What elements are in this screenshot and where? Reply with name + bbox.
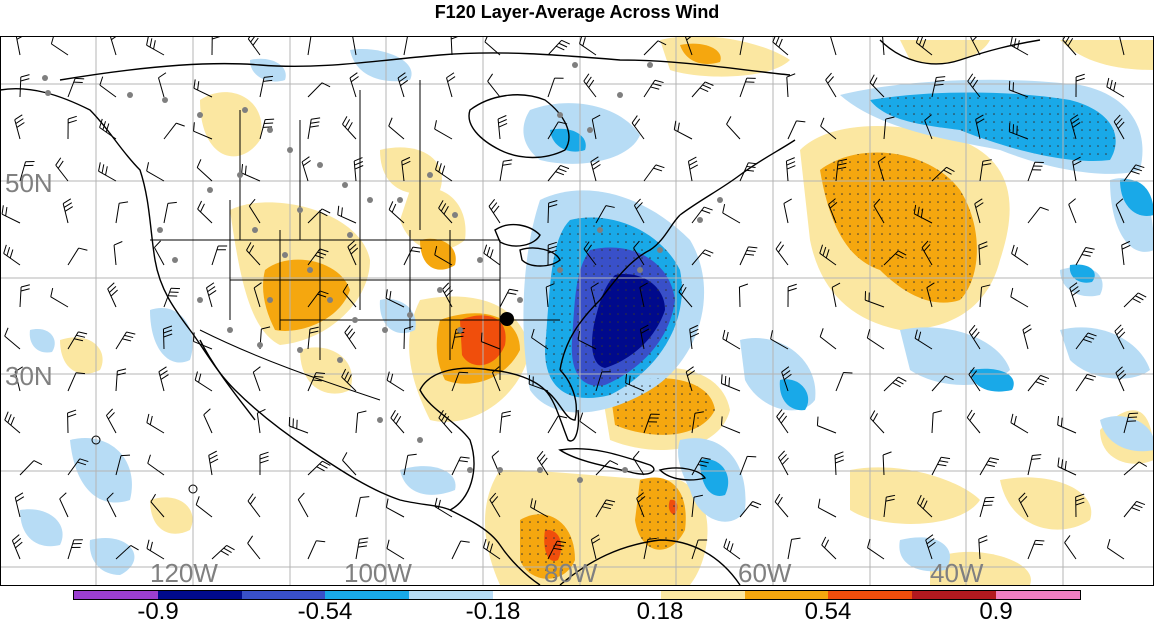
station-dot — [617, 92, 623, 98]
station-dot — [347, 232, 353, 238]
station-dot — [557, 267, 563, 273]
station-dot — [637, 267, 643, 273]
station-dot — [297, 207, 303, 213]
station-dot — [282, 252, 288, 258]
station-dot — [417, 437, 423, 443]
station-dot — [307, 267, 313, 273]
station-dot — [242, 107, 248, 113]
station-dot — [577, 477, 583, 483]
station-dot — [622, 467, 628, 473]
station-dot — [517, 297, 523, 303]
station-dot — [597, 227, 603, 233]
lon-label-100w: 100W — [344, 558, 412, 588]
station-dot — [382, 327, 388, 333]
station-dot — [207, 187, 213, 193]
station-dot — [157, 227, 163, 233]
station-dot — [227, 327, 233, 333]
station-dot — [572, 62, 578, 68]
lat-label-30n: 30N — [5, 361, 53, 391]
station-dot — [477, 257, 483, 263]
station-dot — [397, 197, 403, 203]
station-dot — [297, 347, 303, 353]
station-dot — [197, 112, 203, 118]
colorbar — [73, 590, 1081, 600]
station-dot — [352, 317, 358, 323]
station-dot — [197, 297, 203, 303]
station-dot — [257, 342, 263, 348]
station-dot — [267, 127, 273, 133]
lon-label-80w: 80W — [544, 558, 598, 588]
station-dot — [587, 127, 593, 133]
lon-label-40w: 40W — [930, 558, 984, 588]
station-dot — [452, 212, 458, 218]
station-dot — [327, 297, 333, 303]
station-dot — [317, 162, 323, 168]
station-dot — [45, 90, 51, 96]
station-dot — [162, 97, 168, 103]
station-dot — [127, 92, 133, 98]
station-dot — [647, 62, 653, 68]
station-dot — [172, 257, 178, 263]
station-dot — [252, 227, 258, 233]
station-dot — [377, 417, 383, 423]
lat-label-50n: 50N — [5, 168, 53, 198]
station-dot — [337, 357, 343, 363]
station-dot — [437, 287, 443, 293]
station-dot — [537, 467, 543, 473]
selected-station-marker — [500, 312, 514, 326]
station-dot — [457, 327, 463, 333]
lon-label-120w: 120W — [150, 558, 218, 588]
station-dot — [42, 75, 48, 81]
station-dot — [237, 172, 243, 178]
lon-label-60w: 60W — [738, 558, 792, 588]
station-dot — [467, 467, 473, 473]
station-dot — [267, 297, 273, 303]
station-dot — [557, 112, 563, 118]
station-dot — [497, 467, 503, 473]
station-dot — [367, 197, 373, 203]
station-dot — [407, 312, 413, 318]
station-dot — [717, 197, 723, 203]
station-dot — [287, 147, 293, 153]
station-dot — [657, 247, 663, 253]
station-dot — [342, 182, 348, 188]
station-dot — [427, 172, 433, 178]
station-dot — [697, 217, 703, 223]
